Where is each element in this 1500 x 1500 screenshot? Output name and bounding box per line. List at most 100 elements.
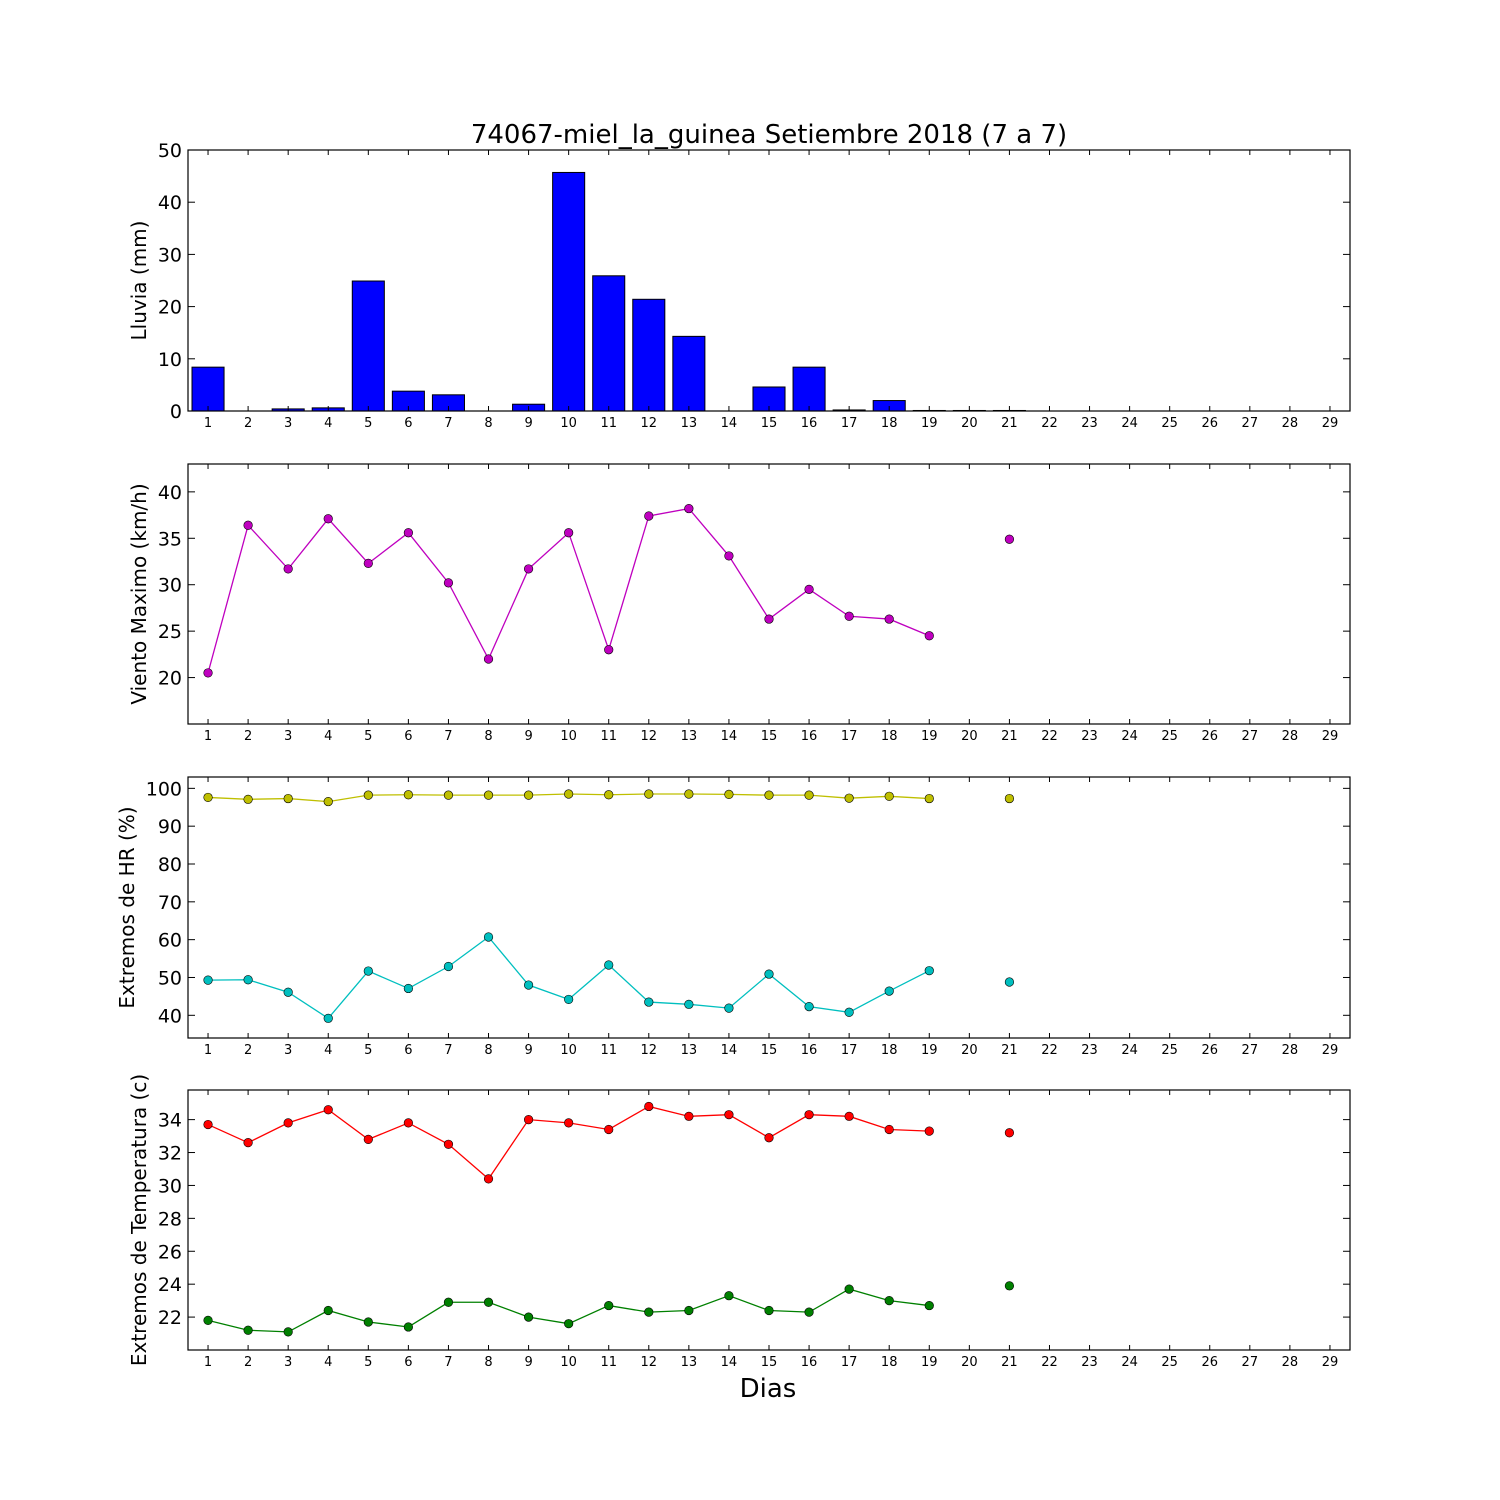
- data-point: [243, 975, 253, 985]
- x-tick-label: 7: [444, 1355, 452, 1370]
- chart-panels: 1 2 3 4 5 6 7 8 9 10 11 12 13 14 15 16 17 18 19 20 21 22 23 24 2…: [115, 140, 1351, 1370]
- x-tick-label: 5: [364, 1043, 372, 1058]
- y-tick-label: 30: [158, 244, 182, 266]
- data-point: [1004, 1128, 1015, 1138]
- x-tick-label: 26: [1201, 416, 1218, 431]
- x-tick-label: 6: [404, 1355, 412, 1370]
- data-point: [764, 1305, 774, 1316]
- x-tick-label: 18: [881, 416, 898, 431]
- data-point: [243, 794, 253, 804]
- x-tick-label: 22: [1041, 1355, 1058, 1370]
- x-tick-label: 21: [1001, 416, 1018, 431]
- x-tick-label: 9: [524, 1043, 532, 1058]
- data-point: [764, 614, 774, 624]
- data-point: [604, 960, 614, 970]
- data-point: [323, 514, 333, 524]
- y-axis-title: Extremos de Temperatura (c): [127, 1074, 151, 1366]
- x-tick-label: 6: [404, 1043, 412, 1058]
- x-tick-label: 9: [524, 1355, 532, 1370]
- x-tick-label: 14: [721, 1043, 738, 1058]
- data-point: [564, 789, 574, 799]
- x-tick-label: 12: [641, 729, 658, 744]
- data-point: [203, 668, 213, 678]
- data-point: [724, 551, 734, 561]
- data-point: [1004, 793, 1015, 804]
- y-tick-label: 50: [158, 967, 182, 989]
- x-tick-label: 26: [1201, 729, 1218, 744]
- data-point: [804, 790, 814, 800]
- x-tick-label: 27: [1242, 1043, 1259, 1058]
- x-tick-label: 8: [484, 416, 492, 431]
- data-point: [283, 987, 293, 997]
- x-tick-label: 14: [721, 416, 738, 431]
- data-point: [724, 1110, 734, 1120]
- y-tick-label: 28: [158, 1208, 182, 1230]
- x-tick-label: 20: [961, 1043, 978, 1058]
- data-point: [564, 1319, 574, 1329]
- y-tick-label: 30: [158, 575, 182, 597]
- x-tick-label: 27: [1242, 729, 1259, 744]
- x-tick-label: 11: [600, 729, 617, 744]
- data-point: [604, 1124, 614, 1135]
- data-point: [323, 1305, 333, 1316]
- y-axis-title: Lluvia (mm): [127, 221, 151, 341]
- data-point: [684, 1111, 694, 1121]
- x-tick-label: 20: [961, 729, 978, 744]
- y-tick-label: 80: [158, 854, 182, 876]
- data-point: [684, 999, 694, 1009]
- data-point: [1004, 534, 1015, 544]
- y-tick-label: 40: [158, 192, 182, 214]
- x-tick-label: 26: [1201, 1355, 1218, 1370]
- data-point: [403, 1118, 413, 1128]
- data-point: [403, 1322, 413, 1332]
- x-tick-label: 4: [324, 416, 332, 431]
- data-point: [644, 1101, 654, 1112]
- data-point: [564, 994, 574, 1005]
- data-point: [323, 796, 333, 807]
- x-tick-label: 2: [244, 416, 252, 431]
- x-tick-label: 7: [444, 416, 452, 431]
- y-tick-label: 0: [170, 401, 182, 423]
- x-tick-label: 17: [841, 416, 858, 431]
- data-point: [363, 558, 373, 568]
- x-tick-label: 23: [1081, 1355, 1098, 1370]
- data-point: [443, 790, 454, 800]
- x-tick-label: 9: [524, 416, 532, 431]
- data-point: [644, 1307, 654, 1317]
- x-tick-label: 11: [600, 1043, 617, 1058]
- x-tick-label: 24: [1121, 1043, 1138, 1058]
- humidity-panel: 1 2 3 4 5 6 7 8 9 10 11 12 13 14 15 16 17 18 19 20 21 22 23 24 2…: [115, 776, 1351, 1058]
- y-tick-label: 25: [158, 621, 182, 643]
- data-point: [564, 1118, 574, 1128]
- data-point: [483, 654, 494, 664]
- y-tick-label: 90: [158, 816, 182, 838]
- data-point: [283, 1327, 293, 1337]
- y-tick-label: 70: [158, 892, 182, 914]
- data-point: [804, 1307, 814, 1317]
- x-tick-label: 12: [641, 1355, 658, 1370]
- data-point: [764, 1133, 774, 1143]
- data-point: [203, 1119, 213, 1130]
- x-tick-label: 1: [204, 1355, 212, 1370]
- rain-bar: [351, 280, 385, 412]
- data-point: [363, 790, 373, 800]
- x-tick-label: 19: [921, 729, 938, 744]
- x-tick-label: 25: [1161, 416, 1178, 431]
- data-point: [884, 986, 894, 996]
- data-point: [363, 1317, 373, 1327]
- x-tick-label: 15: [761, 729, 778, 744]
- data-point: [523, 564, 534, 574]
- data-point: [924, 966, 934, 976]
- x-tick-label: 12: [641, 416, 658, 431]
- x-tick-label: 18: [881, 729, 898, 744]
- data-point: [363, 966, 373, 976]
- rain-bar: [792, 366, 826, 412]
- x-tick-label: 28: [1282, 416, 1299, 431]
- y-tick-label: 40: [158, 1005, 182, 1027]
- x-tick-label: 4: [324, 729, 332, 744]
- data-point: [363, 1134, 373, 1144]
- x-tick-label: 27: [1242, 416, 1259, 431]
- data-point: [764, 790, 774, 800]
- x-tick-label: 11: [600, 1355, 617, 1370]
